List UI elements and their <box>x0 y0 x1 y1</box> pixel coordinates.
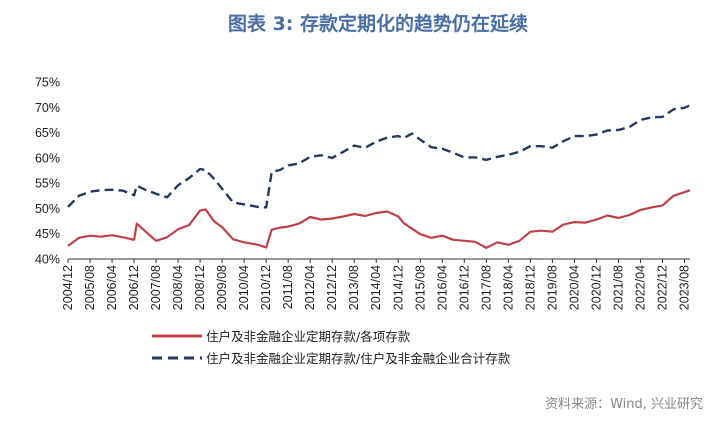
y-tick-label: 45% <box>35 227 60 241</box>
y-tick-label: 75% <box>35 76 60 90</box>
x-tick-label: 2004/12 <box>61 265 75 310</box>
x-tick-label: 2012/04 <box>303 265 317 310</box>
x-tick-label: 2020/04 <box>567 265 581 310</box>
x-tick-label: 2006/04 <box>105 265 119 310</box>
series-line-1 <box>67 189 691 249</box>
y-tick-label: 50% <box>35 202 60 216</box>
x-tick-label: 2014/04 <box>369 265 383 310</box>
x-tick-label: 2017/08 <box>479 265 493 310</box>
x-tick-label: 2009/08 <box>215 265 229 310</box>
y-tick-label: 65% <box>35 126 60 140</box>
source-note: 资料来源：Wind, 兴业研究 <box>545 397 703 412</box>
x-tick-label: 2022/04 <box>633 265 647 310</box>
x-tick-label: 2010/04 <box>237 265 251 310</box>
legend-label-series-1: 住户及非金融企业定期存款/各项存款 <box>206 329 411 344</box>
x-tick-label: 2023/08 <box>677 265 691 310</box>
x-tick-label: 2013/08 <box>347 265 361 310</box>
x-tick-label: 2008/12 <box>193 265 207 310</box>
y-axis: 40% 45% 50% 55% 60% 65% 70% 75% <box>35 76 60 267</box>
plot-area <box>67 104 691 249</box>
x-tick-label: 2012/12 <box>325 265 339 310</box>
x-axis: 2004/12 2005/08 2006/04 2006/12 2007/08 2008/… <box>61 258 691 310</box>
x-tick-label: 2018/04 <box>501 265 515 310</box>
x-tick-label: 2005/08 <box>83 265 97 310</box>
x-tick-label: 2010/12 <box>259 265 273 310</box>
x-tick-label: 2021/08 <box>611 265 625 310</box>
x-tick-label: 2020/12 <box>589 265 603 310</box>
x-tick-label: 2019/08 <box>545 265 559 310</box>
legend-label-series-2: 住户及非金融企业定期存款/住户及非金融企业合计存款 <box>206 351 511 366</box>
y-tick-label: 40% <box>35 253 60 267</box>
series-line-2 <box>67 104 691 209</box>
x-tick-label: 2016/04 <box>435 265 449 310</box>
x-tick-label: 2011/08 <box>281 265 295 309</box>
x-tick-label: 2006/12 <box>127 265 141 310</box>
y-tick-label: 70% <box>35 101 60 115</box>
y-tick-label: 55% <box>35 177 60 191</box>
x-tick-label: 2018/12 <box>523 265 537 310</box>
x-tick-label: 2015/08 <box>413 265 427 310</box>
x-tick-label: 2007/08 <box>149 265 163 310</box>
x-tick-label: 2022/12 <box>655 265 669 310</box>
legend: 住户及非金融企业定期存款/各项存款 住户及非金融企业定期存款/住户及非金融企业合… <box>152 329 511 366</box>
x-tick-label: 2016/12 <box>457 265 471 310</box>
chart-title: 图表 3: 存款定期化的趋势仍在延续 <box>228 12 528 35</box>
x-tick-label: 2008/04 <box>171 265 185 310</box>
y-tick-label: 60% <box>35 151 60 165</box>
x-tick-label: 2014/12 <box>391 265 405 310</box>
